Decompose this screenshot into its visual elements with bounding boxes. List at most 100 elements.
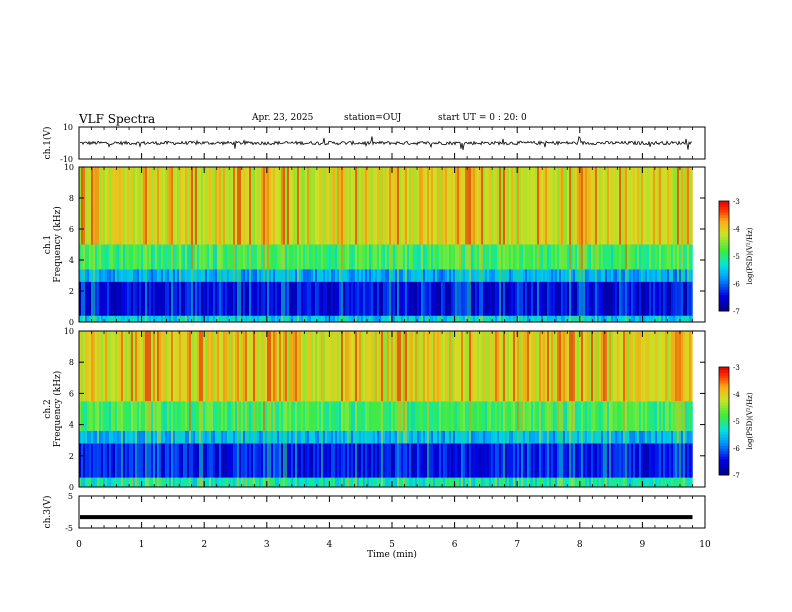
spectrogram-streak [329, 430, 331, 444]
spectrogram-streak [411, 401, 413, 431]
spectrogram-streak [309, 315, 311, 322]
spectrogram-streak [639, 244, 641, 270]
ch2-label: ch.2 [43, 399, 53, 418]
spectrogram-streak [541, 315, 543, 322]
spectrogram-streak [203, 269, 205, 282]
spectrogram-streak [449, 281, 451, 316]
spectrogram-streak [307, 401, 309, 431]
spectrogram-streak [261, 443, 263, 478]
spectrogram-streak [125, 281, 127, 316]
spectrogram-streak [631, 443, 633, 478]
spectrogram-streak [155, 167, 157, 245]
spectrogram-streak [517, 477, 519, 487]
spectrogram-streak [253, 315, 255, 322]
spectrogram-streak [399, 315, 401, 322]
spectrogram-streak [645, 331, 647, 402]
spectrogram-streak [397, 269, 399, 282]
spectrogram-streak [257, 281, 259, 316]
spectrogram-streak [561, 401, 563, 431]
spectrogram-streak [415, 401, 417, 431]
spectrogram-streak [215, 244, 217, 270]
spectrogram-streak [627, 430, 629, 444]
spectrogram-streak [141, 331, 143, 402]
spectrogram-streak [603, 315, 605, 322]
colorbar-cell [719, 269, 729, 273]
spectrogram-streak [667, 167, 669, 245]
spectrogram-streak [187, 244, 189, 270]
spectrogram-streak [597, 430, 599, 444]
ch1-ylabel: Frequency (kHz) [52, 206, 63, 283]
spectrogram-streak [443, 443, 445, 478]
spectrogram-streak [427, 401, 429, 431]
spectrogram-streak [173, 401, 175, 431]
ytick-label: 4 [69, 256, 74, 265]
spectrogram-streak [525, 269, 527, 282]
spectrogram-streak [85, 430, 87, 444]
spectrogram-streak [81, 477, 83, 487]
spectrogram-streak [365, 315, 367, 322]
spectrogram-streak [505, 281, 507, 316]
spectrogram-streak [449, 331, 451, 402]
spectrogram-streak [239, 401, 241, 431]
spectrogram-streak [407, 477, 409, 487]
spectrogram-streak [523, 281, 525, 316]
spectrogram-streak [263, 477, 265, 487]
spectrogram-streak [535, 269, 537, 282]
spectrogram-streak [183, 401, 185, 431]
spectrogram-streak [127, 430, 129, 444]
spectrogram-streak [337, 477, 339, 487]
colorbar-tick-label: -6 [733, 281, 740, 289]
spectrogram-streak [181, 244, 183, 270]
spectrogram-streak [151, 331, 153, 402]
spectrogram-streak [479, 430, 481, 444]
spectrogram-streak [189, 477, 191, 487]
spectrogram-streak [527, 401, 529, 431]
spectrogram-streak [205, 315, 207, 322]
spectrogram-streak [527, 315, 529, 322]
spectrogram-streak [163, 477, 165, 487]
spectrogram-streak [179, 430, 181, 444]
spectrogram-streak [409, 281, 411, 316]
spectrogram-streak [125, 331, 127, 402]
spectrogram-streak [401, 430, 403, 444]
spectrogram-streak [175, 477, 177, 487]
spectrogram-streak [441, 443, 443, 478]
spectrogram-streak [217, 281, 219, 316]
spectrogram-streak [237, 244, 239, 270]
spectrogram-streak [571, 477, 573, 487]
colorbar-cell [719, 272, 729, 276]
spectrogram-streak [587, 443, 589, 478]
spectrogram-streak [231, 443, 233, 478]
spectrogram-streak [469, 401, 471, 431]
spectrogram-streak [233, 401, 235, 431]
spectrogram-streak [231, 244, 233, 270]
spectrogram-streak [477, 315, 479, 322]
spectrogram-streak [295, 477, 297, 487]
spectrogram-streak [169, 244, 171, 270]
spectrogram-streak [663, 331, 665, 402]
spectrogram-streak [209, 443, 211, 478]
spectrogram-streak [349, 401, 351, 431]
spectrogram-streak [201, 477, 203, 487]
spectrogram-streak [251, 167, 253, 245]
spectrogram-streak [121, 244, 123, 270]
spectrogram-streak [305, 443, 307, 478]
spectrogram-streak [411, 477, 413, 487]
spectrogram-streak [347, 331, 349, 402]
spectrogram-streak [511, 167, 513, 245]
spectrogram-streak [229, 477, 231, 487]
spectrogram-streak [637, 269, 639, 282]
spectrogram-streak [291, 281, 293, 316]
spectrogram-streak [463, 315, 465, 322]
spectrogram-streak [185, 477, 187, 487]
spectrogram-streak [93, 401, 95, 431]
spectrogram-streak [275, 167, 277, 245]
spectrogram-streak [351, 269, 353, 282]
spectrogram-streak [265, 430, 267, 444]
spectrogram-streak [625, 401, 627, 431]
spectrogram-streak [117, 315, 119, 322]
spectrogram-streak [433, 315, 435, 322]
spectrogram-streak [281, 401, 283, 431]
spectrogram-streak [641, 401, 643, 431]
spectrogram-streak [439, 244, 441, 270]
